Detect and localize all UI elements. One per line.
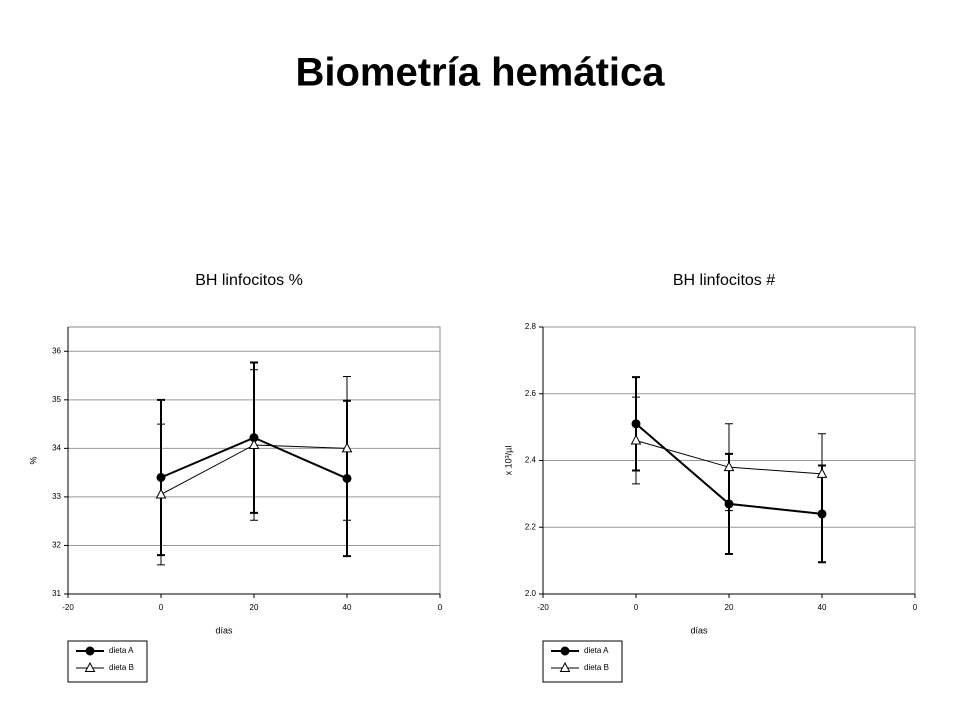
legend-label: dieta A	[584, 646, 609, 655]
y-tick-label: 2.6	[525, 389, 537, 398]
x-tick-label: 0	[438, 603, 443, 612]
x-tick-label: -20	[537, 603, 549, 612]
y-tick-label: 2.4	[525, 456, 537, 465]
slide-title: Biometría hemática	[295, 51, 665, 95]
y-tick-label: 34	[52, 443, 61, 452]
point	[816, 467, 828, 478]
x-tick-label: 40	[818, 603, 827, 612]
x-tick-label: 40	[343, 603, 352, 612]
y-tick-label: 36	[52, 346, 61, 355]
legend-label: dieta B	[584, 663, 609, 672]
legend-marker	[560, 646, 570, 656]
legend-box	[67, 640, 148, 683]
x-tick-label: 20	[250, 603, 259, 612]
chart-title: BH linfocitos %	[195, 272, 303, 289]
y-tick-label: 2.8	[525, 322, 537, 331]
y-tick-label: 2.0	[525, 589, 537, 598]
chart-title: BH linfocitos #	[673, 272, 775, 289]
legend-marker	[559, 661, 571, 672]
y-tick-label: 33	[52, 492, 61, 501]
legend-label: dieta B	[109, 663, 134, 672]
y-axis-label: x 10³/µl	[503, 446, 513, 476]
point	[341, 442, 353, 453]
y-tick-label: 32	[52, 541, 61, 550]
x-tick-label: -20	[62, 603, 74, 612]
x-tick-label: 20	[725, 603, 734, 612]
legend-box	[542, 640, 623, 683]
y-tick-label: 2.2	[525, 522, 537, 531]
y-tick-label: 35	[52, 395, 61, 404]
y-tick-label: 31	[52, 589, 61, 598]
x-tick-label: 0	[634, 603, 639, 612]
point	[248, 438, 260, 449]
point	[723, 461, 735, 472]
x-tick-label: 0	[159, 603, 164, 612]
legend-marker	[84, 661, 96, 672]
legend-marker	[85, 646, 95, 656]
x-tick-label: 0	[913, 603, 918, 612]
x-axis-label: días	[690, 625, 708, 635]
y-axis-label: %	[28, 456, 38, 464]
point	[155, 488, 167, 499]
point	[630, 434, 642, 445]
x-axis-label: días	[215, 625, 233, 635]
legend-label: dieta A	[109, 646, 134, 655]
